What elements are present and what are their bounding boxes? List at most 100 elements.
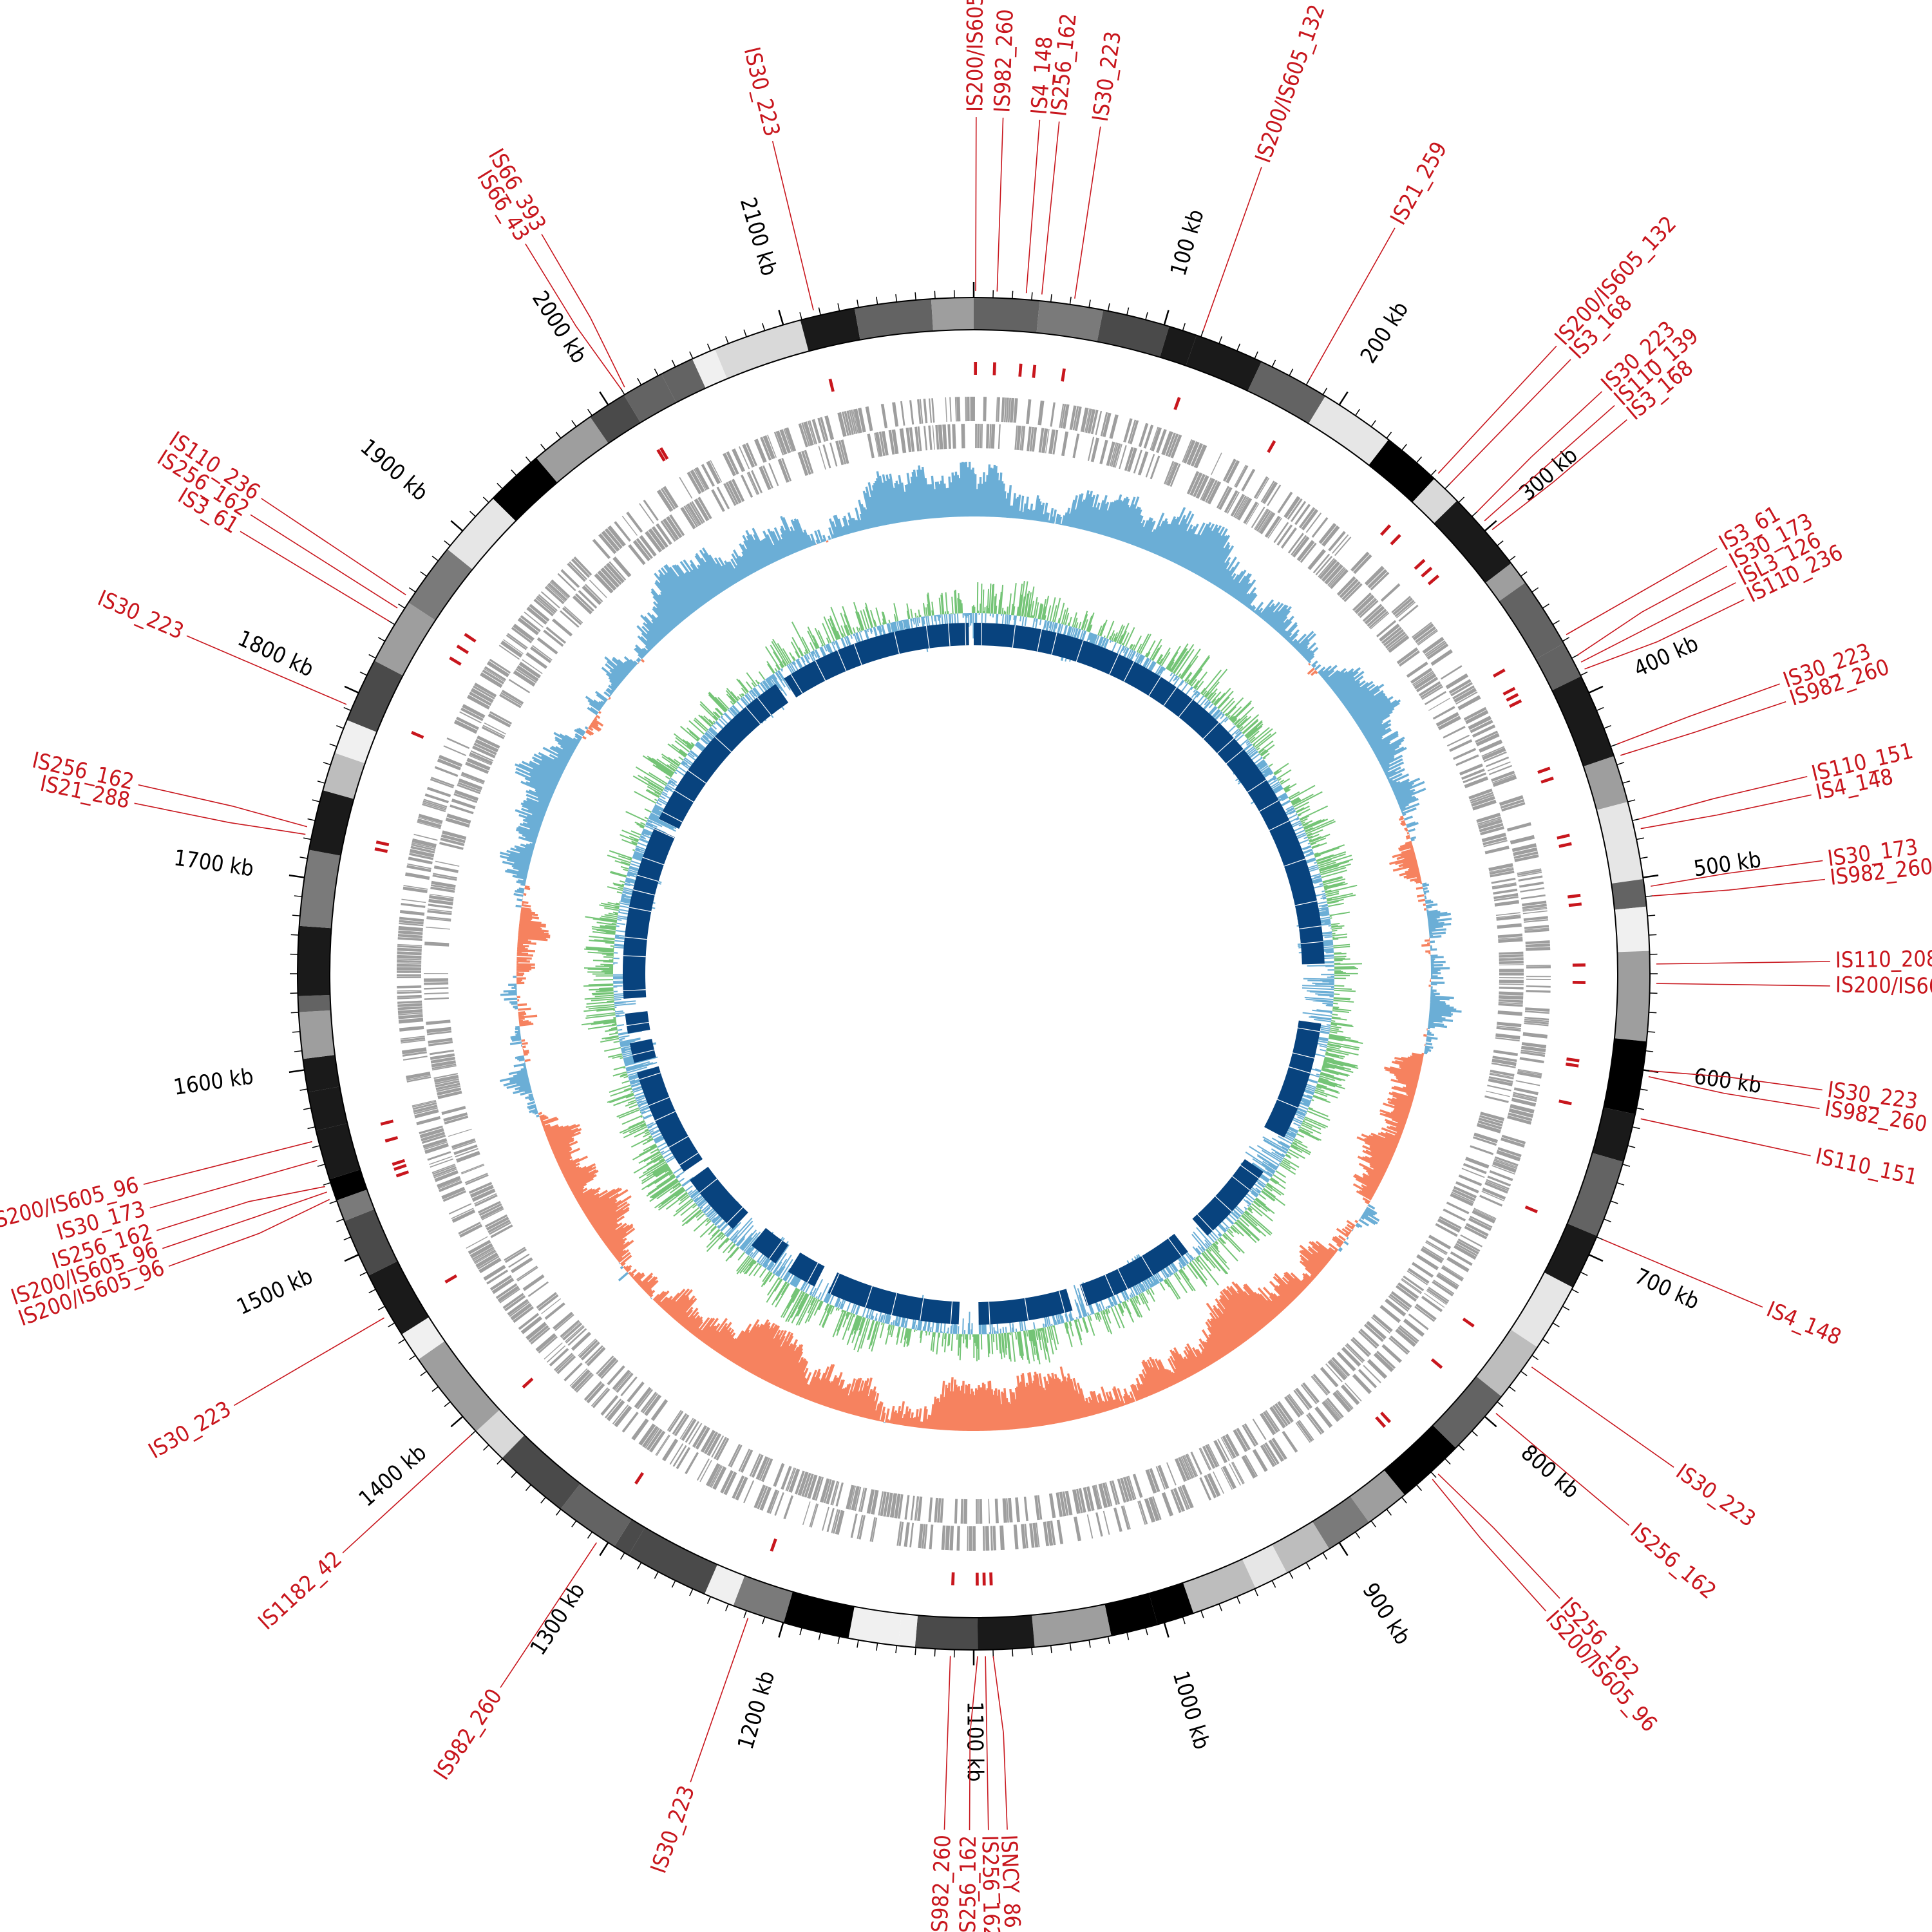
gene-feature [1179, 1486, 1190, 1510]
is-callout-leader [1656, 983, 1830, 987]
gene-feature [783, 428, 793, 452]
minor-tick [323, 762, 331, 766]
gene-feature [1493, 888, 1518, 895]
block-seam [925, 625, 930, 649]
gene-feature [1522, 910, 1548, 914]
gene-feature [904, 1522, 910, 1547]
gene-feature [536, 595, 557, 613]
gene-feature [1252, 1449, 1268, 1472]
gene-feature [560, 569, 580, 589]
gene-feature [1376, 1350, 1396, 1369]
syntenic-block [625, 1011, 650, 1034]
block-seam [865, 1285, 873, 1308]
gene-feature [1492, 883, 1517, 890]
gene-feature [1190, 1452, 1203, 1475]
gene-feature [897, 1494, 904, 1519]
gene-feature [457, 784, 481, 795]
gene-feature [433, 1073, 459, 1079]
gene-feature [1513, 847, 1538, 857]
minor-tick [1632, 1126, 1640, 1130]
gene-feature [1138, 422, 1149, 448]
minor-tick [336, 724, 344, 729]
gene-feature [655, 1434, 670, 1455]
gene-feature [1235, 497, 1249, 519]
gene-feature [738, 1448, 750, 1472]
gene-feature [694, 498, 710, 522]
gene-feature [398, 930, 423, 935]
gene-feature [1483, 840, 1508, 848]
is-callout-leader [1584, 599, 1745, 670]
gene-feature [431, 1060, 456, 1068]
gene-feature [1453, 1186, 1477, 1198]
gene-feature [1164, 460, 1175, 485]
is-callout-leader [162, 1191, 327, 1249]
gene-feature [656, 523, 672, 545]
gene-feature [917, 426, 922, 451]
gene-feature [1218, 487, 1233, 510]
gene-feature [397, 934, 423, 938]
is-element-label: IS30_223 [1671, 1459, 1760, 1532]
minor-tick [1604, 1218, 1611, 1223]
ideogram-band [1036, 301, 1104, 342]
gene-feature [478, 1257, 502, 1274]
gene-feature [562, 1322, 583, 1341]
gene-feature [1324, 564, 1343, 585]
gene-feature [445, 817, 470, 828]
gene-feature [518, 661, 542, 679]
minor-tick [540, 1497, 546, 1504]
gene-feature [1389, 1293, 1410, 1311]
gene-feature [854, 1486, 862, 1511]
gene-feature [1403, 1318, 1425, 1337]
minor-tick [762, 1616, 766, 1625]
is-callout-leader [500, 1542, 597, 1688]
gene-feature [1150, 427, 1162, 451]
minor-tick [1050, 1645, 1052, 1654]
is-callout-leader [969, 1656, 978, 1830]
is-callout-leader [1437, 1473, 1560, 1599]
gene-feature [766, 1489, 778, 1513]
gene-feature [990, 1526, 993, 1551]
major-tick [450, 520, 464, 532]
gene-feature [1476, 1122, 1501, 1133]
gene-feature [1318, 522, 1337, 544]
gene-feature [474, 1193, 497, 1205]
is-element-label: IS256_162 [1625, 1518, 1721, 1604]
gene-feature [760, 437, 772, 461]
gene-feature [667, 1410, 682, 1431]
gene-feature [1327, 567, 1345, 586]
gene-feature [471, 1188, 496, 1202]
major-tick [599, 1542, 609, 1557]
gene-feature [427, 1151, 451, 1161]
gene-feature [1484, 1182, 1508, 1194]
gene-feature [1488, 1078, 1513, 1086]
gene-feature [1456, 1240, 1479, 1255]
minor-tick [1200, 1610, 1204, 1618]
gene-feature [815, 1477, 824, 1501]
is-element-mark [1566, 1057, 1580, 1063]
block-seam [714, 736, 732, 753]
block-seam [1178, 699, 1193, 717]
gene-feature [1200, 477, 1212, 500]
minor-tick [1254, 1588, 1258, 1596]
gene-feature [1512, 1095, 1537, 1103]
gene-feature [1446, 734, 1470, 747]
gene-feature [710, 460, 723, 482]
gene-feature [397, 962, 422, 964]
block-seam [1283, 858, 1306, 867]
minor-tick [377, 1305, 386, 1311]
gene-feature [1421, 686, 1443, 700]
gene-feature [1443, 726, 1466, 739]
ideogram-band [590, 395, 641, 444]
gene-feature [1062, 1491, 1069, 1516]
block-seam [648, 1097, 670, 1106]
gene-feature [636, 538, 653, 559]
is-element-mark [1572, 980, 1586, 984]
gene-feature [472, 745, 496, 759]
gene-feature [586, 1347, 606, 1367]
minor-tick [1401, 444, 1407, 451]
gene-feature [605, 562, 625, 583]
gene-feature [1488, 1076, 1513, 1083]
ideogram-band [1592, 1107, 1636, 1162]
gene-feature [1498, 1003, 1523, 1007]
gene-feature [489, 711, 513, 725]
